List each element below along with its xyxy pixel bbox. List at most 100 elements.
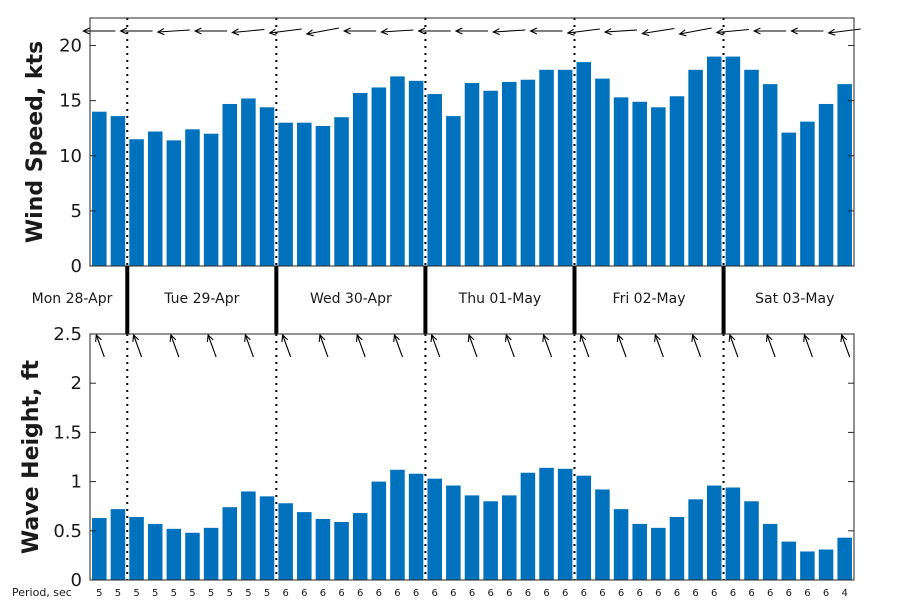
wind-bar bbox=[539, 69, 554, 266]
swell-arrow-head bbox=[840, 333, 848, 343]
wind-bar bbox=[241, 98, 256, 267]
wave-bar bbox=[129, 517, 144, 580]
swell-arrow bbox=[692, 334, 702, 358]
swell-arrow bbox=[543, 334, 553, 358]
swell-arrow-head bbox=[505, 333, 512, 343]
wave-bar bbox=[147, 523, 163, 580]
wave-bar bbox=[781, 541, 797, 580]
swell-arrow bbox=[393, 334, 403, 358]
wind-arrow bbox=[493, 29, 526, 33]
period-value: 5 bbox=[227, 588, 233, 599]
swell-arrow-head bbox=[355, 333, 363, 343]
swell-arrow-head bbox=[654, 333, 661, 343]
wind-bar bbox=[92, 111, 107, 266]
wind-arrow-head bbox=[119, 27, 128, 35]
period-value: 5 bbox=[152, 588, 158, 599]
wave-bar bbox=[483, 501, 498, 580]
wave-tick-label: 1 bbox=[71, 472, 82, 493]
period-value: 5 bbox=[189, 588, 195, 599]
wind-y-axis-label: Wind Speed, kts bbox=[23, 41, 48, 243]
wind-bar bbox=[446, 116, 461, 266]
period-title: Period, sec bbox=[12, 586, 72, 599]
wind-bar bbox=[632, 101, 647, 267]
wave-bar bbox=[762, 523, 778, 580]
swell-arrow bbox=[505, 334, 515, 358]
wind-arrow-head bbox=[231, 28, 240, 36]
period-value: 6 bbox=[730, 588, 736, 599]
swell-arrow-head bbox=[393, 333, 400, 343]
wave-bar bbox=[278, 503, 293, 580]
wave-y-axis-label: Wave Height, ft bbox=[19, 359, 44, 554]
swell-arrow-head bbox=[206, 333, 214, 343]
wave-tick-label: 2.5 bbox=[53, 324, 82, 345]
swell-arrow bbox=[766, 334, 776, 358]
period-value: 4 bbox=[841, 588, 847, 599]
wind-bar bbox=[110, 116, 126, 266]
period-value: 6 bbox=[599, 588, 605, 599]
wind-bar bbox=[762, 84, 778, 266]
wave-bar bbox=[688, 499, 703, 580]
wave-bar bbox=[651, 527, 666, 580]
wind-arrow-head bbox=[305, 29, 314, 37]
wave-bar bbox=[297, 512, 312, 580]
swell-arrow-head bbox=[579, 333, 587, 343]
period-value: 6 bbox=[301, 588, 307, 599]
period-value: 5 bbox=[245, 588, 251, 599]
wave-bar bbox=[92, 518, 107, 580]
swell-arrow bbox=[654, 334, 664, 358]
wind-arrow-head bbox=[566, 28, 575, 36]
swell-arrow-head bbox=[430, 333, 438, 343]
wind-arrow bbox=[605, 29, 638, 33]
period-value: 6 bbox=[637, 588, 643, 599]
wind-bar bbox=[315, 126, 331, 267]
swell-arrow bbox=[282, 334, 292, 358]
swell-direction-arrows bbox=[95, 333, 851, 358]
wind-bar bbox=[371, 87, 387, 266]
wind-arrow bbox=[828, 28, 861, 34]
wave-bar bbox=[539, 467, 554, 580]
wind-bar bbox=[669, 96, 685, 266]
wave-bar bbox=[371, 481, 387, 580]
period-value: 5 bbox=[96, 588, 102, 599]
wind-arrow-head bbox=[342, 27, 351, 35]
period-value: 5 bbox=[115, 588, 121, 599]
wind-bar bbox=[595, 78, 610, 267]
wind-tick-label: 20 bbox=[59, 36, 82, 57]
wave-bar bbox=[613, 509, 629, 580]
wind-bar bbox=[818, 103, 834, 266]
wave-height-panel: 0 0.5 1 1.5 2 2.5 Wave Height, ft bbox=[19, 324, 855, 591]
period-value: 6 bbox=[338, 588, 344, 599]
wind-bar bbox=[203, 133, 219, 266]
swell-arrow bbox=[207, 334, 217, 358]
wave-day-dividers bbox=[126, 334, 725, 580]
wave-bar bbox=[352, 513, 368, 580]
wind-bar bbox=[651, 107, 666, 266]
wind-bar bbox=[147, 131, 163, 266]
wave-bar bbox=[446, 485, 461, 580]
period-value: 5 bbox=[171, 588, 177, 599]
wind-arrow-head bbox=[492, 28, 500, 36]
wave-bar bbox=[576, 475, 592, 580]
wave-bar bbox=[408, 473, 424, 580]
swell-arrow bbox=[729, 334, 739, 358]
swell-arrow-head bbox=[765, 333, 773, 343]
wind-tick-label: 15 bbox=[59, 91, 82, 112]
wind-bar bbox=[483, 90, 498, 266]
swell-arrow bbox=[133, 334, 143, 358]
wind-bar bbox=[222, 103, 238, 266]
day-label: Sat 03-May bbox=[755, 291, 834, 307]
wave-tick-label: 0 bbox=[71, 570, 82, 591]
period-value: 6 bbox=[525, 588, 531, 599]
period-value: 5 bbox=[208, 588, 214, 599]
wave-bar bbox=[166, 528, 182, 580]
wave-bar bbox=[595, 489, 610, 580]
wind-bar bbox=[352, 92, 368, 266]
swell-arrow-head bbox=[95, 333, 102, 343]
period-value: 5 bbox=[133, 588, 139, 599]
wind-bar bbox=[297, 122, 312, 267]
wind-arrow-head bbox=[678, 29, 687, 37]
period-value: 6 bbox=[562, 588, 568, 599]
period-value: 6 bbox=[786, 588, 792, 599]
period-value: 6 bbox=[506, 588, 512, 599]
